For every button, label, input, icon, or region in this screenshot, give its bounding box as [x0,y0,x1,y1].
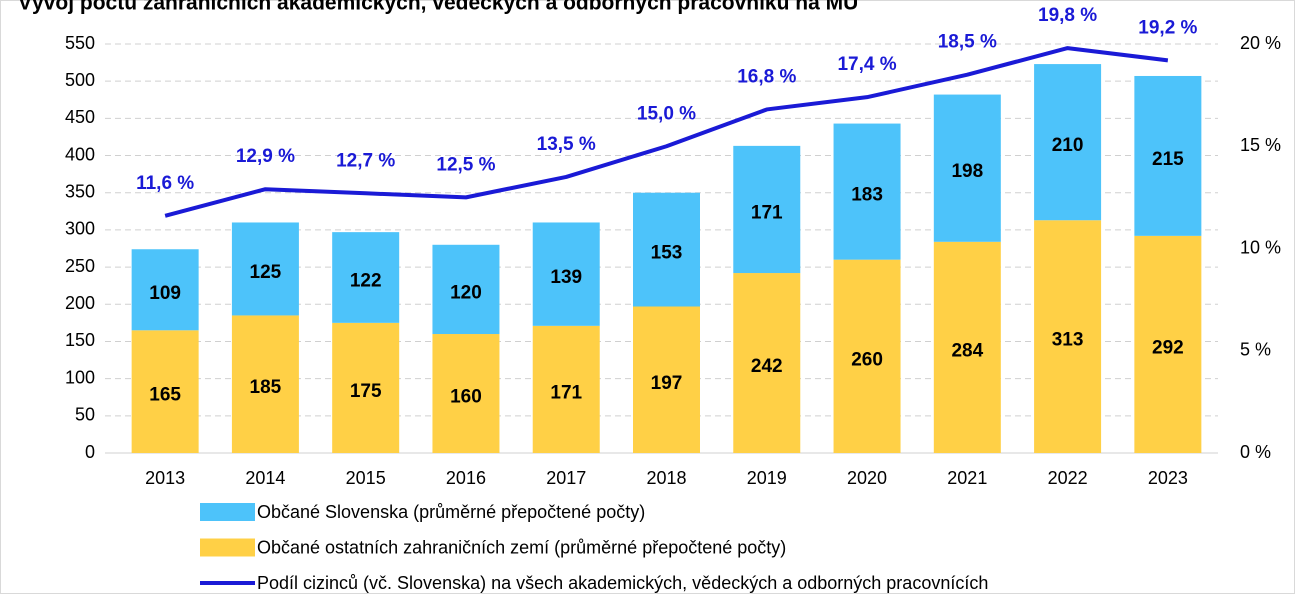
bar-label: 175 [350,381,382,402]
line-series [164,46,1169,218]
x-tick-label: 2018 [646,468,686,488]
bar-label: 197 [651,373,683,394]
line-label: 12,9 % [236,146,295,167]
bar-segment [532,325,600,453]
x-tick-label: 2020 [847,468,887,488]
line-label: 18,5 % [938,32,997,53]
bar-segment [432,334,500,453]
bar-segment [633,306,700,453]
bar-label: 109 [149,283,181,304]
bar-segment [933,94,1001,242]
line-label: 13,5 % [537,134,596,155]
bar-segment [332,232,400,323]
line-label: 12,7 % [336,150,395,171]
bar-label: 198 [951,161,983,182]
bar-label: 165 [149,385,181,406]
line-label: 19,8 % [1038,5,1097,26]
y-tick-label: 0 [85,442,95,462]
x-tick-label: 2013 [145,468,185,488]
bar-segment [733,273,801,453]
bar-segment [231,222,299,316]
bar-label: 185 [250,377,282,398]
line-label: 16,8 % [737,66,796,87]
y-tick-label: 550 [65,33,95,53]
bar-label: 171 [550,382,582,403]
y-tick-label: 50 [75,405,95,425]
y2-tick-label: 15 % [1240,135,1281,155]
line-label: 19,2 % [1138,17,1197,38]
x-tick-label: 2016 [446,468,486,488]
bar-segment [532,222,600,326]
bar-segment [633,192,700,307]
y-tick-label: 450 [65,107,95,127]
bar-label: 284 [951,340,983,361]
bar-label: 125 [250,262,282,283]
y-tick-label: 100 [65,367,95,387]
bar-label: 171 [751,202,783,223]
x-tick-label: 2023 [1148,468,1188,488]
bar-segment [833,123,901,260]
bar-segment [1034,64,1102,221]
y-tick-label: 500 [65,70,95,90]
legend-swatch [200,503,255,521]
bar-label: 153 [651,243,683,264]
bar-label: 210 [1052,135,1084,156]
bar-segment [231,315,299,453]
y-tick-label: 400 [65,144,95,164]
bar-label: 183 [851,185,883,206]
x-tick-label: 2019 [747,468,787,488]
y2-tick-label: 10 % [1240,237,1281,257]
x-tick-label: 2017 [546,468,586,488]
x-tick-label: 2014 [245,468,285,488]
y-tick-label: 200 [65,293,95,313]
bar-label: 260 [851,349,883,370]
bar-label: 242 [751,356,783,377]
bar-segment [1034,220,1102,453]
legend-label: Občané Slovenska (průměrné přepočtené po… [257,502,645,522]
line-label: 15,0 % [637,103,696,124]
legend-label: Občané ostatních zahraničních zemí (prům… [257,537,786,557]
bar-label: 292 [1152,337,1184,358]
line-label: 12,5 % [436,154,495,175]
bar-segment [733,145,801,274]
bar-label: 160 [450,387,482,408]
y2-tick-label: 0 % [1240,442,1271,462]
line-label: 11,6 % [136,173,194,194]
legend-label: Podíl cizinců (vč. Slovenska) na všech a… [257,573,988,593]
bar-segment [1134,235,1202,453]
bar-segment [332,322,400,453]
bar-segment [833,259,901,453]
y-tick-label: 350 [65,181,95,201]
y2-tick-label: 5 % [1240,340,1271,360]
x-tick-label: 2021 [947,468,987,488]
y-tick-label: 250 [65,256,95,276]
y-tick-label: 150 [65,330,95,350]
y2-tick-label: 20 % [1240,33,1281,53]
bar-label: 313 [1052,330,1084,351]
chart-title: Vývoj počtu zahraničních akademických, v… [18,0,858,15]
bar-label: 120 [450,282,482,303]
bar-segment [131,249,199,331]
y-tick-label: 300 [65,219,95,239]
bar-label: 215 [1152,149,1184,170]
legend-swatch [200,538,255,557]
bar-label: 139 [550,267,582,288]
bar-segment [933,241,1001,453]
x-tick-label: 2015 [346,468,386,488]
bar-segment [432,244,500,335]
bar-segment [1134,75,1202,236]
x-tick-label: 2022 [1048,468,1088,488]
line-label: 17,4 % [837,54,896,75]
bar-label: 122 [350,271,382,292]
bar-segment [131,330,199,453]
